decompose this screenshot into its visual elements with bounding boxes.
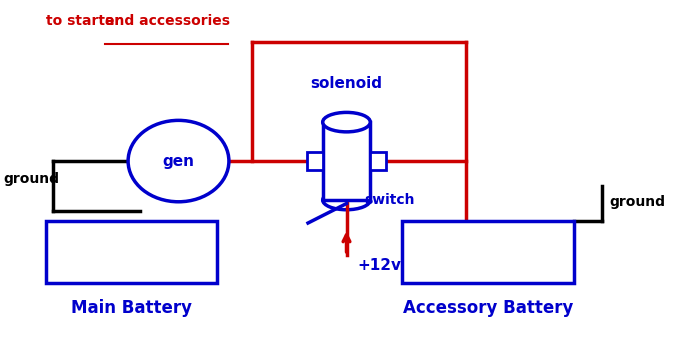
- Text: switch: switch: [364, 193, 414, 207]
- Text: Main Battery: Main Battery: [71, 299, 192, 317]
- Text: +12v: +12v: [357, 258, 401, 273]
- Text: Accessory Battery: Accessory Battery: [403, 299, 573, 317]
- Bar: [307, 152, 323, 170]
- Ellipse shape: [128, 120, 229, 202]
- Ellipse shape: [323, 190, 370, 210]
- Text: and accessories: and accessories: [105, 14, 230, 28]
- Text: gen: gen: [162, 154, 195, 169]
- Text: ground: ground: [609, 195, 665, 209]
- Ellipse shape: [323, 113, 370, 132]
- Text: to starter: to starter: [46, 14, 126, 28]
- Text: solenoid: solenoid: [311, 76, 382, 91]
- Bar: [402, 221, 574, 283]
- Text: ground: ground: [4, 172, 60, 186]
- Bar: [370, 152, 386, 170]
- Bar: [46, 221, 217, 283]
- Bar: [323, 122, 370, 200]
